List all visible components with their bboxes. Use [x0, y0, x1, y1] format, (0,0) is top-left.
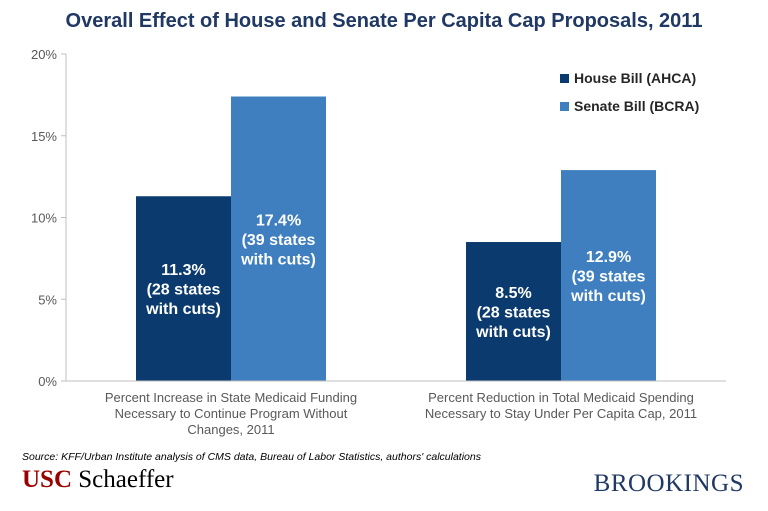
data-label-line: with cuts): [475, 324, 551, 341]
data-label-line: (28 states: [147, 282, 221, 299]
x-tick-label: Percent Increase in State Medicaid Fundi…: [105, 390, 357, 437]
legend-label: Senate Bill (BCRA): [574, 98, 699, 114]
data-label: 12.9% (39 states with cuts): [570, 249, 646, 305]
y-tick-label: 10%: [31, 211, 57, 226]
data-label-line: 12.9%: [586, 249, 631, 266]
bars: 11.3% (28 states with cuts) 17.4% (39 states…: [136, 96, 656, 381]
bar: [561, 170, 656, 381]
usc-schaeffer-logo: USC Schaeffer: [22, 466, 174, 493]
legend-label: House Bill (AHCA): [574, 70, 696, 86]
data-label-line: (39 states: [242, 232, 316, 249]
data-label-line: with cuts): [145, 301, 221, 318]
legend-swatch: [560, 74, 569, 83]
x-tick-label: Percent Reduction in Total Medicaid Spen…: [425, 390, 697, 421]
y-axis: 0% 5% 10% 15% 20%: [31, 47, 67, 389]
data-label-line: with cuts): [240, 251, 316, 268]
bar: [136, 196, 231, 381]
y-tick-label: 5%: [38, 292, 57, 307]
bar: [231, 96, 326, 381]
brookings-logo: BROOKINGS: [593, 470, 744, 497]
y-tick-label: 0%: [38, 374, 57, 389]
x-tick-label-line: Percent Increase in State Medicaid Fundi…: [105, 390, 357, 405]
x-tick-label-line: Necessary to Stay Under Per Capita Cap, …: [425, 406, 697, 421]
data-label: 11.3% (28 states with cuts): [145, 262, 221, 318]
source-note: Source: KFF/Urban Institute analysis of …: [22, 451, 481, 463]
y-tick-label: 20%: [31, 47, 57, 62]
x-axis: Percent Increase in State Medicaid Fundi…: [66, 380, 726, 437]
legend-swatch: [560, 102, 569, 111]
x-tick-label-line: Necessary to Continue Program Without: [115, 406, 348, 421]
data-label-line: 11.3%: [161, 262, 205, 279]
data-label-line: (28 states: [477, 305, 551, 322]
chart-title: Overall Effect of House and Senate Per C…: [65, 10, 703, 32]
x-tick-label-line: Percent Reduction in Total Medicaid Spen…: [428, 390, 694, 405]
x-tick-label-line: Changes, 2011: [187, 422, 274, 437]
legend: House Bill (AHCA) Senate Bill (BCRA): [560, 70, 699, 114]
data-label-line: 17.4%: [256, 212, 301, 229]
y-tick-label: 15%: [31, 129, 57, 144]
data-label-line: with cuts): [570, 288, 646, 305]
data-label-line: 8.5%: [495, 285, 531, 302]
data-label: 17.4% (39 states with cuts): [240, 212, 316, 268]
data-label-line: (39 states: [572, 269, 646, 286]
data-label: 8.5% (28 states with cuts): [475, 285, 551, 341]
bar: [466, 242, 561, 381]
